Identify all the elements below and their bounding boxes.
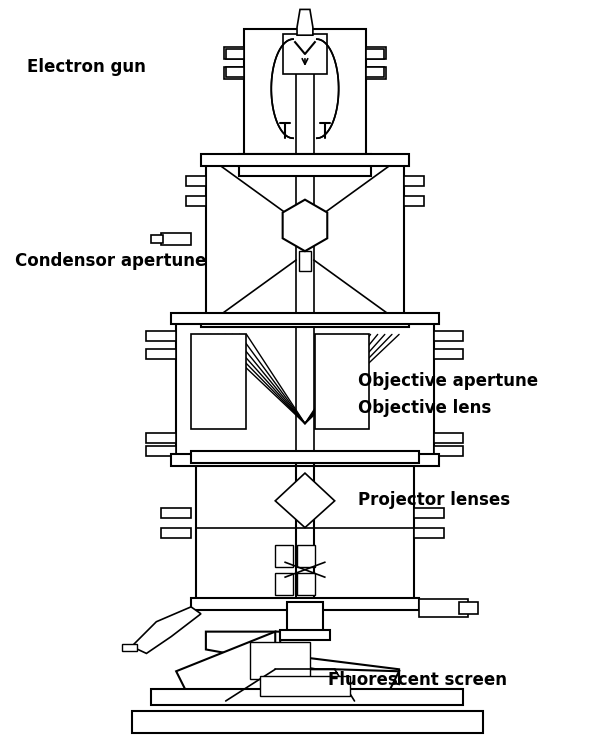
Bar	[275, 573, 293, 595]
Bar	[161, 507, 191, 518]
Bar	[414, 507, 444, 518]
Bar	[419, 599, 468, 617]
Polygon shape	[275, 473, 335, 528]
Bar	[367, 67, 384, 77]
Bar	[244, 29, 367, 158]
Polygon shape	[206, 632, 399, 684]
Bar	[201, 154, 409, 166]
Bar	[146, 349, 176, 359]
Bar	[404, 176, 424, 185]
Bar	[132, 711, 483, 733]
Text: Electron gun: Electron gun	[26, 58, 146, 76]
Text: Condensor apertune: Condensor apertune	[14, 252, 206, 270]
Bar	[287, 602, 323, 632]
Bar	[367, 49, 384, 59]
Text: Fluorescent screen: Fluorescent screen	[328, 670, 507, 688]
Bar	[299, 251, 311, 271]
Bar	[414, 528, 444, 538]
Bar	[434, 446, 464, 456]
Bar	[280, 630, 330, 639]
Bar	[146, 332, 176, 342]
Bar	[224, 47, 244, 59]
Bar	[196, 458, 414, 602]
Bar	[250, 642, 310, 679]
Bar	[151, 235, 163, 244]
Bar	[367, 47, 386, 59]
Bar	[151, 689, 464, 705]
Bar	[201, 316, 409, 327]
Bar	[238, 154, 371, 166]
Bar	[224, 67, 244, 78]
Bar	[297, 573, 315, 595]
Bar	[191, 334, 246, 428]
Bar	[283, 34, 327, 74]
Bar	[186, 196, 206, 206]
Polygon shape	[132, 607, 201, 654]
Polygon shape	[283, 200, 327, 251]
Bar	[367, 67, 386, 78]
Bar	[459, 602, 479, 614]
Bar	[434, 349, 464, 359]
Bar	[226, 67, 244, 77]
Text: Objective apertune: Objective apertune	[358, 372, 538, 390]
Bar	[171, 454, 439, 466]
Bar	[226, 49, 244, 59]
Bar	[404, 196, 424, 206]
Bar	[176, 320, 434, 458]
Bar	[146, 434, 176, 443]
Bar	[161, 528, 191, 538]
Bar	[434, 332, 464, 342]
Text: Projector lenses: Projector lenses	[358, 492, 510, 509]
Bar	[315, 334, 370, 428]
Bar	[261, 676, 350, 696]
Bar	[434, 434, 464, 443]
Bar	[297, 545, 315, 567]
Bar	[206, 161, 404, 320]
Bar	[191, 452, 419, 463]
Bar	[186, 176, 206, 185]
Bar	[146, 446, 176, 456]
Text: Objective lens: Objective lens	[358, 400, 491, 418]
Bar	[191, 598, 419, 610]
Bar	[161, 233, 191, 245]
Bar	[238, 164, 371, 176]
Polygon shape	[297, 9, 313, 35]
Bar	[275, 545, 293, 567]
Bar	[122, 643, 137, 651]
Bar	[171, 313, 439, 324]
Polygon shape	[176, 632, 399, 701]
